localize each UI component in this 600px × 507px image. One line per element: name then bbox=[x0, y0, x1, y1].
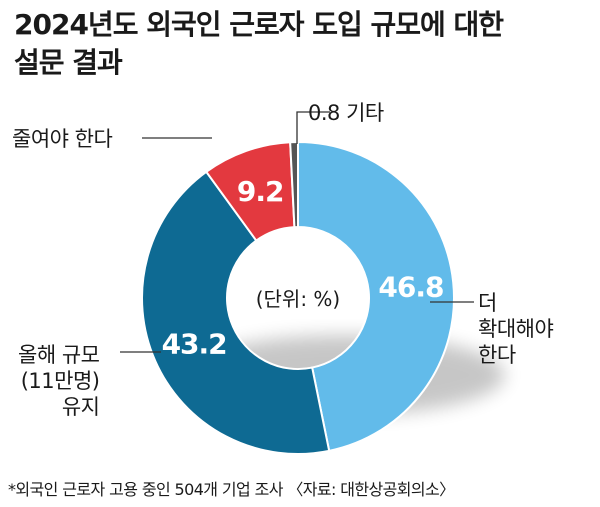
source-credit: 〈자료: 대한상공회의소〉 bbox=[287, 480, 455, 499]
category-label-line: 줄여야 한다 bbox=[12, 127, 113, 151]
value-label: 43.2 bbox=[162, 328, 227, 361]
category-label: 줄여야 한다 bbox=[12, 126, 113, 152]
value-label: 9.2 bbox=[237, 175, 284, 208]
unit-label: (단위: %) bbox=[256, 287, 341, 311]
category-label: 0.8 기타 bbox=[308, 100, 384, 126]
category-label-line: 유지 bbox=[61, 395, 100, 419]
chart-title: 2024년도 외국인 근로자 도입 규모에 대한 설문 결과 bbox=[14, 6, 586, 82]
category-label-line: (11만명) bbox=[20, 369, 100, 393]
slice-other bbox=[289, 140, 299, 229]
footer-note: *외국인 근로자 고용 중인 504개 기업 조사 〈자료: 대한상공회의소〉 bbox=[8, 476, 594, 500]
category-label: 올해 규모 (11만명) 유지 bbox=[18, 342, 100, 420]
survey-note: *외국인 근로자 고용 중인 504개 기업 조사 bbox=[8, 480, 283, 499]
value-label: 46.8 bbox=[378, 271, 443, 304]
category-label-line: 더 bbox=[478, 291, 497, 315]
chart-title-line1: 2024년도 외국인 근로자 도입 규모에 대한 bbox=[14, 8, 504, 41]
category-label-line: 0.8 기타 bbox=[308, 101, 384, 125]
category-label-line: 확대해야 bbox=[478, 317, 554, 341]
slice-expand bbox=[297, 140, 455, 453]
category-label: 더 확대해야 한다 bbox=[478, 290, 554, 368]
leader-line bbox=[296, 111, 330, 144]
chart-title-line2: 설문 결과 bbox=[14, 46, 123, 79]
slice-keep bbox=[141, 170, 331, 455]
category-label-line: 올해 규모 bbox=[18, 343, 100, 367]
category-label-line: 한다 bbox=[478, 343, 516, 367]
